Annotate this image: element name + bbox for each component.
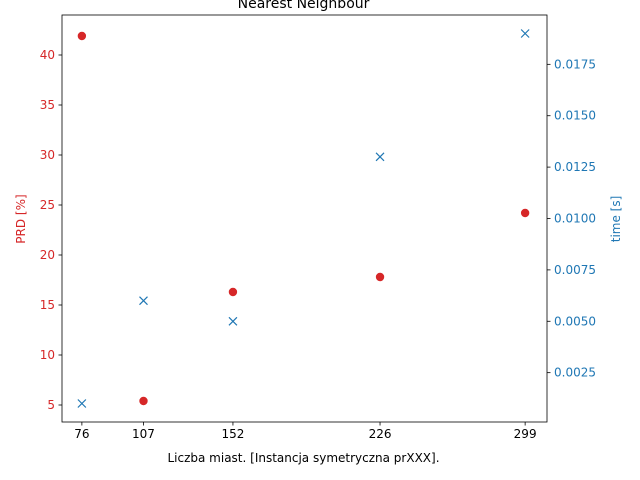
time-point bbox=[520, 29, 530, 38]
left-y-axis-label: PRD [%] bbox=[14, 194, 28, 243]
x-tick-label: 76 bbox=[74, 427, 89, 441]
left-y-tick-label: 25 bbox=[40, 198, 55, 212]
x-axis-label: Liczba miast. [Instancja symetryczna prX… bbox=[167, 451, 439, 465]
left-y-tick-label: 35 bbox=[40, 98, 55, 112]
prd-point bbox=[375, 272, 385, 282]
plot-frame bbox=[61, 14, 548, 423]
time-point bbox=[228, 316, 238, 326]
left-y-tick-label: 20 bbox=[40, 248, 55, 262]
x-tick-label: 152 bbox=[221, 427, 244, 441]
x-tick-label: 299 bbox=[514, 427, 537, 441]
time-point bbox=[375, 152, 385, 162]
right-y-tick-label: 0.0150 bbox=[554, 109, 596, 123]
left-y-tick-label: 40 bbox=[40, 48, 55, 62]
prd-point bbox=[228, 287, 238, 297]
left-y-tick-label: 15 bbox=[40, 298, 55, 312]
left-y-tick-label: 10 bbox=[40, 348, 55, 362]
right-y-tick-label: 0.0025 bbox=[554, 366, 596, 380]
right-y-tick-label: 0.0125 bbox=[554, 160, 596, 174]
plot-area: 76 107 152 226 299 5 10 15 20 25 30 35 40 0.0025 0.005… bbox=[40, 14, 596, 441]
time-point bbox=[139, 296, 148, 306]
prd-point bbox=[139, 396, 148, 406]
left-y-tick-label: 5 bbox=[47, 398, 55, 412]
prd-point bbox=[520, 208, 530, 218]
x-tick-label: 226 bbox=[369, 427, 392, 441]
time-point bbox=[77, 399, 87, 408]
right-y-tick-label: 0.0175 bbox=[554, 57, 596, 71]
prd-point bbox=[77, 31, 87, 41]
x-tick-label: 107 bbox=[132, 427, 155, 441]
right-y-tick-label: 0.0075 bbox=[554, 263, 596, 277]
chart-title: Nearest Neighbour bbox=[238, 0, 370, 12]
right-y-tick-label: 0.0050 bbox=[554, 314, 596, 328]
right-y-axis-label: time [s] bbox=[609, 196, 623, 243]
left-y-tick-label: 30 bbox=[40, 148, 55, 162]
right-y-tick-label: 0.0100 bbox=[554, 212, 596, 226]
